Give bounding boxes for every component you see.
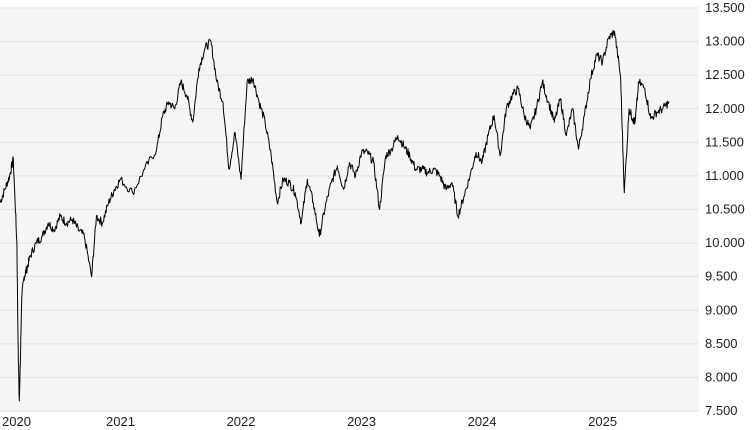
x-tick-label: 2022	[227, 414, 256, 429]
gridlines	[0, 7, 699, 412]
y-tick-label: 10.500	[705, 202, 745, 217]
y-tick-label: 12.000	[705, 101, 745, 116]
y-tick-label: 9.000	[705, 302, 738, 317]
y-tick-label: 12.500	[705, 67, 745, 82]
x-tick-label: 2023	[347, 414, 376, 429]
y-tick-label: 13.000	[705, 34, 745, 49]
y-tick-label: 8.500	[705, 336, 738, 351]
price-series-line	[0, 29, 670, 402]
y-tick-label: 8.000	[705, 369, 738, 384]
x-tick-label: 2025	[588, 414, 617, 429]
y-tick-label: 7.500	[705, 403, 738, 418]
y-tick-label: 11.000	[705, 168, 744, 183]
x-tick-label: 2024	[468, 414, 497, 429]
x-tick-label: 2020	[2, 414, 31, 429]
y-tick-label: 10.000	[705, 235, 745, 250]
y-tick-label: 11.500	[705, 134, 744, 149]
x-axis-tick-labels: 2020 2021 2022 2023 2024 2025	[2, 414, 617, 429]
y-axis-tick-labels: 7.500 8.000 8.500 9.000 9.500 10.000 10.500 11.…	[705, 0, 745, 418]
y-tick-label: 9.500	[705, 269, 738, 284]
x-tick-label: 2021	[106, 414, 135, 429]
y-tick-label: 13.500	[705, 0, 745, 15]
